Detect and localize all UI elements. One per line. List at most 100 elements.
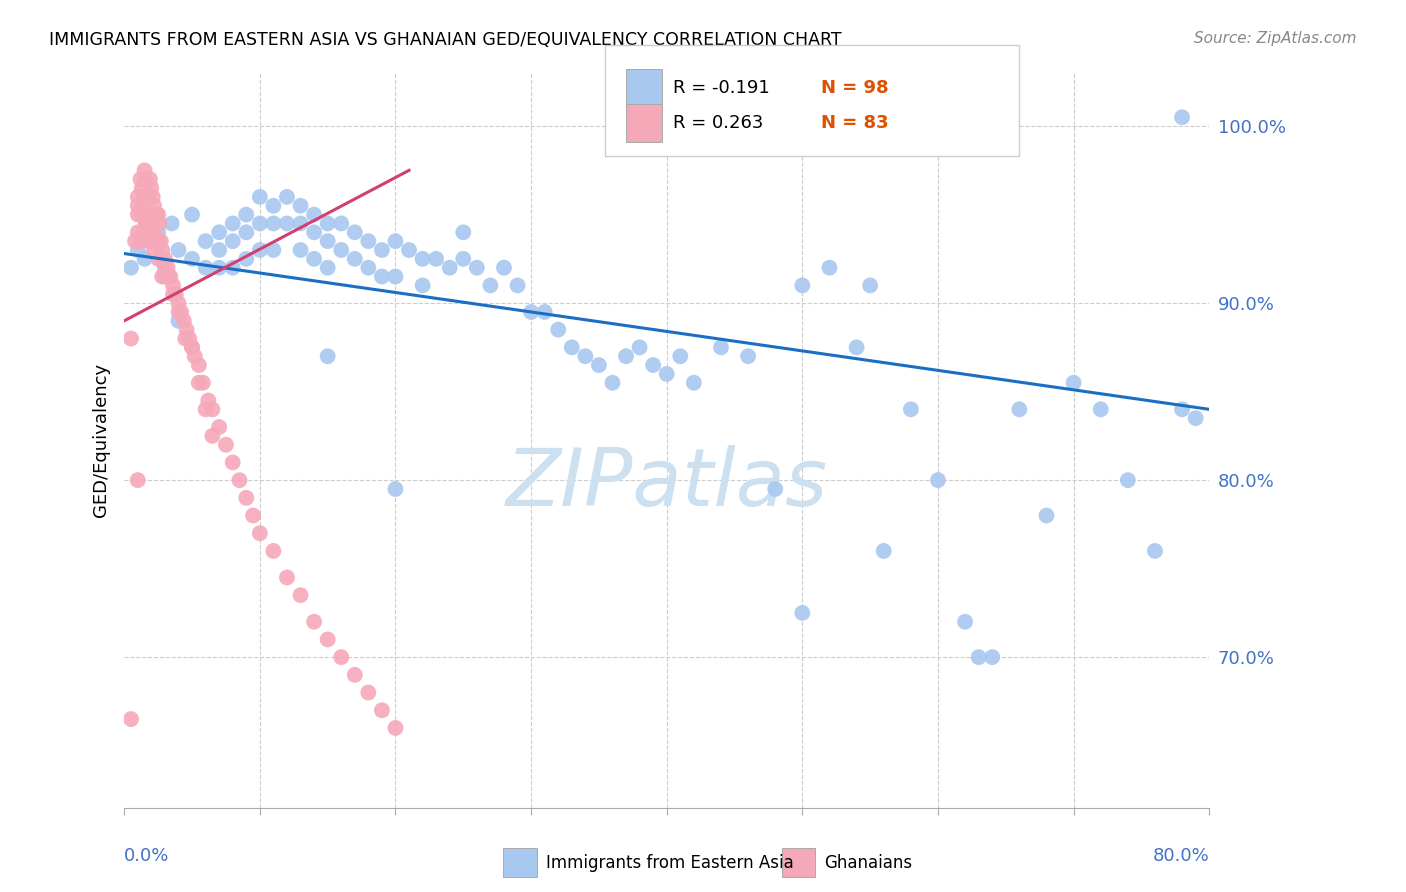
Point [357,685,380,699]
Point [492,260,515,275]
Point [384,482,406,496]
Point [129,172,152,186]
Point [162,287,184,301]
Point [167,305,190,319]
Text: ZIPatlas: ZIPatlas [506,445,828,524]
Point [643,358,665,372]
Point [131,199,153,213]
Point [953,615,976,629]
Point [139,234,162,248]
Point [181,208,204,222]
Point [235,208,257,222]
Point [149,234,172,248]
Point [357,234,380,248]
Point [628,340,651,354]
Point [135,217,157,231]
Point [146,234,169,248]
Point [655,367,678,381]
Point [148,217,170,231]
Point [208,243,231,257]
Point [873,544,896,558]
Point [153,260,176,275]
Point [927,473,949,487]
Point [859,278,882,293]
Point [710,340,733,354]
Point [249,217,271,231]
Point [120,331,142,345]
Point [141,181,163,195]
Point [167,243,190,257]
Point [134,252,156,266]
Point [276,190,298,204]
Point [1063,376,1085,390]
Point [520,305,543,319]
Point [145,208,167,222]
Point [574,349,596,363]
Point [181,252,204,266]
Point [302,225,325,239]
Point [127,208,149,222]
Point [1035,508,1057,523]
Point [1184,411,1206,425]
Point [479,278,502,293]
Text: N = 83: N = 83 [821,114,889,132]
Point [167,314,190,328]
Text: Immigrants from Eastern Asia: Immigrants from Eastern Asia [546,854,793,871]
Point [1116,473,1139,487]
Point [173,314,195,328]
Point [135,217,157,231]
Point [439,260,461,275]
Point [343,225,366,239]
Point [153,269,176,284]
Point [763,482,786,496]
Point [120,260,142,275]
Text: 80.0%: 80.0% [1153,847,1209,864]
Point [384,269,406,284]
Point [249,243,271,257]
Point [384,721,406,735]
Point [127,243,149,257]
Point [1171,110,1194,124]
Point [134,163,156,178]
Point [588,358,610,372]
Point [139,172,162,186]
Point [343,252,366,266]
Point [533,305,555,319]
Point [201,429,224,443]
Point [222,234,245,248]
Point [141,234,163,248]
Point [330,217,353,231]
Point [134,190,156,204]
Point [132,225,155,239]
Point [981,650,1004,665]
Point [197,393,219,408]
Point [290,199,312,213]
Point [194,260,217,275]
Point [174,331,197,345]
Point [302,208,325,222]
Point [127,199,149,213]
Point [845,340,868,354]
Point [290,588,312,602]
Point [170,305,193,319]
Y-axis label: GED/Equivalency: GED/Equivalency [93,363,110,517]
Point [249,526,271,541]
Point [176,323,198,337]
Point [208,260,231,275]
Point [142,190,165,204]
Point [465,260,488,275]
Point [159,269,181,284]
Point [222,455,245,469]
Point [162,278,184,293]
Point [157,269,180,284]
Point [290,243,312,257]
Point [194,402,217,417]
Point [818,260,841,275]
Point [316,260,339,275]
Point [215,438,238,452]
Point [453,252,475,266]
Point [150,243,173,257]
Point [143,199,166,213]
Point [453,225,475,239]
Point [792,278,814,293]
